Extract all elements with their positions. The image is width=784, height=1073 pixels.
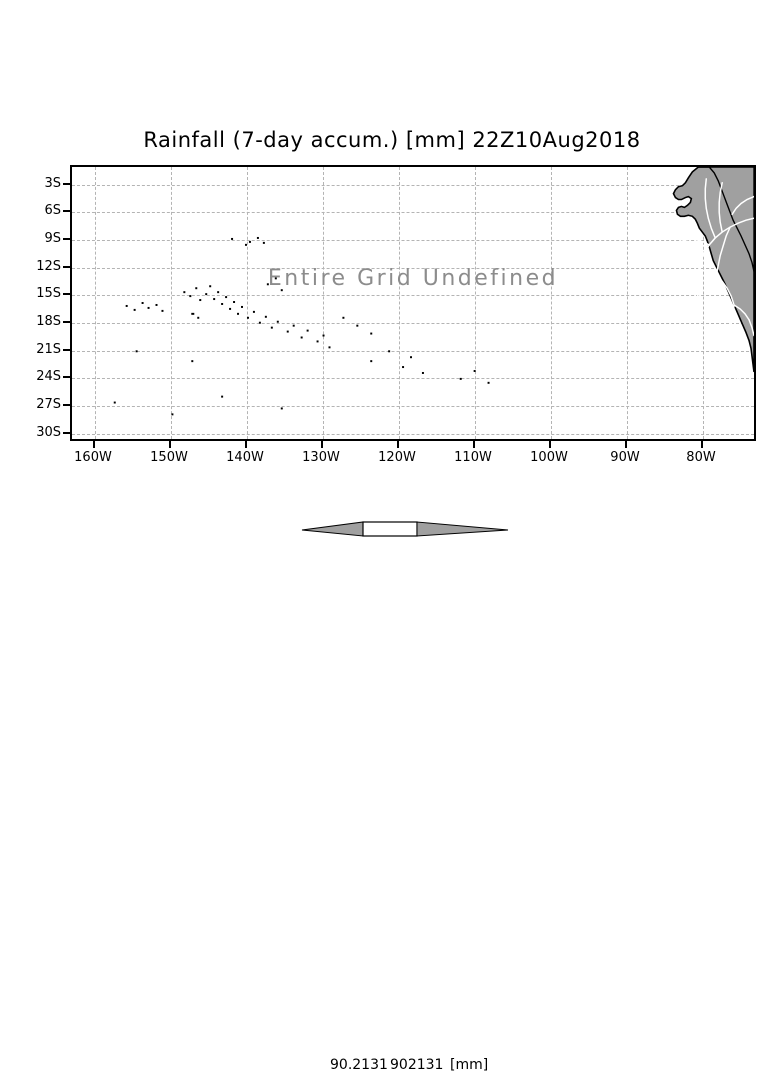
gridline-vertical [703, 167, 704, 439]
colorbar-extend-right [416, 521, 509, 537]
page-title: Rainfall (7-day accum.) [mm] 22Z10Aug201… [143, 128, 641, 152]
x-axis-tick [701, 441, 703, 448]
y-axis-label-wrap: 21S [12, 342, 61, 357]
y-axis-tick [63, 349, 70, 351]
gridline-vertical [627, 167, 628, 439]
y-axis-label-wrap: 12S [12, 259, 61, 274]
gridline-horizontal [72, 434, 754, 435]
y-axis-tick [63, 293, 70, 295]
gridline-vertical [323, 167, 324, 439]
gridline-horizontal [72, 323, 754, 324]
x-axis-tick [549, 441, 551, 448]
gridline-horizontal [72, 295, 754, 296]
y-axis-label: 18S [36, 314, 61, 329]
y-axis-label: 24S [36, 369, 61, 384]
gridline-horizontal [72, 268, 754, 269]
y-axis-label-wrap: 15S [12, 286, 61, 301]
gridline-vertical [475, 167, 476, 439]
x-axis-label: 120W [378, 450, 416, 465]
x-axis-label: 160W [74, 450, 112, 465]
y-axis-label: 27S [36, 397, 61, 412]
y-axis-tick [63, 183, 70, 185]
gridline-horizontal [72, 351, 754, 352]
x-axis-label: 150W [150, 450, 188, 465]
y-axis-tick [63, 210, 70, 212]
x-axis-label: 100W [530, 450, 568, 465]
gridline-vertical [551, 167, 552, 439]
gridline-horizontal [72, 185, 754, 186]
gridline-vertical [171, 167, 172, 439]
gridline-horizontal [72, 240, 754, 241]
colorbar-min-label: 90.2131 [330, 1057, 388, 1073]
x-axis-label: 90W [610, 450, 640, 465]
x-axis-tick [473, 441, 475, 448]
gridline-vertical [247, 167, 248, 439]
x-axis-tick [245, 441, 247, 448]
x-axis-tick [625, 441, 627, 448]
y-axis-tick [63, 432, 70, 434]
x-axis-tick [321, 441, 323, 448]
gridline-vertical [95, 167, 96, 439]
colorbar: 90.2131 902131 [mm] [300, 516, 510, 1073]
y-axis-label-wrap: 27S [12, 397, 61, 412]
y-axis-label: 6S [44, 203, 61, 218]
colorbar-swatch-middle [362, 521, 418, 537]
y-axis-tick [63, 404, 70, 406]
x-axis-label: 130W [302, 450, 340, 465]
colorbar-extend-left [301, 521, 364, 537]
y-axis-label-wrap: 6S [12, 203, 61, 218]
y-axis-label: 21S [36, 342, 61, 357]
river-network [678, 178, 754, 388]
map-geometry [113, 167, 754, 416]
colorbar-units-label: [mm] [450, 1057, 489, 1073]
y-axis-label-wrap: 18S [12, 314, 61, 329]
x-axis-label: 80W [686, 450, 716, 465]
x-axis-tick [397, 441, 399, 448]
gridline-vertical [399, 167, 400, 439]
x-axis-label: 110W [454, 450, 492, 465]
gridline-horizontal [72, 378, 754, 379]
y-axis-tick [63, 376, 70, 378]
y-axis-label: 12S [36, 259, 61, 274]
x-axis-tick [169, 441, 171, 448]
y-axis-label-wrap: 30S [12, 425, 61, 440]
y-axis-tick [63, 238, 70, 240]
coastline-detail-north [698, 167, 754, 272]
y-axis-tick [63, 321, 70, 323]
x-axis-tick [93, 441, 95, 448]
y-axis-label: 30S [36, 425, 61, 440]
y-axis-label: 3S [44, 176, 61, 191]
colorbar-max-label: 902131 [390, 1057, 444, 1073]
x-axis-label: 140W [226, 450, 264, 465]
colorbar-swatches [301, 521, 509, 537]
map-plot-area [70, 165, 756, 441]
pacific-islands [113, 236, 490, 416]
y-axis-tick [63, 266, 70, 268]
y-axis-label: 15S [36, 286, 61, 301]
y-axis-label-wrap: 3S [12, 176, 61, 191]
y-axis-label: 9S [44, 231, 61, 246]
y-axis-label-wrap: 9S [12, 231, 61, 246]
gridline-horizontal [72, 212, 754, 213]
plot-canvas: Rainfall (7-day accum.) [mm] 22Z10Aug201… [12, 128, 756, 1073]
y-axis-label-wrap: 24S [12, 369, 61, 384]
gridline-horizontal [72, 406, 754, 407]
